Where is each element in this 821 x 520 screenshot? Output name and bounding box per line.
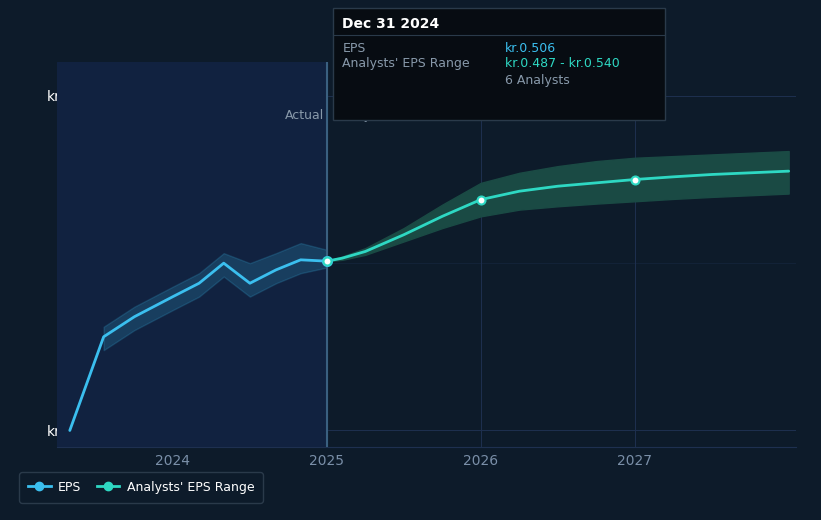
Text: kr.0.487 - kr.0.540: kr.0.487 - kr.0.540 <box>505 57 620 70</box>
Text: Analysts' EPS Range: Analysts' EPS Range <box>342 57 470 70</box>
Text: EPS: EPS <box>342 42 365 55</box>
Point <box>475 196 488 204</box>
Text: 6 Analysts: 6 Analysts <box>505 74 570 87</box>
Text: Analysts Forecasts: Analysts Forecasts <box>336 109 452 122</box>
Point <box>628 175 641 184</box>
Point <box>320 257 333 265</box>
Text: Dec 31 2024: Dec 31 2024 <box>342 17 439 31</box>
Legend: EPS, Analysts' EPS Range: EPS, Analysts' EPS Range <box>20 472 263 502</box>
Text: Actual: Actual <box>285 109 323 122</box>
Bar <box>57 62 327 447</box>
Text: kr.0.506: kr.0.506 <box>505 42 556 55</box>
Point <box>320 257 333 265</box>
